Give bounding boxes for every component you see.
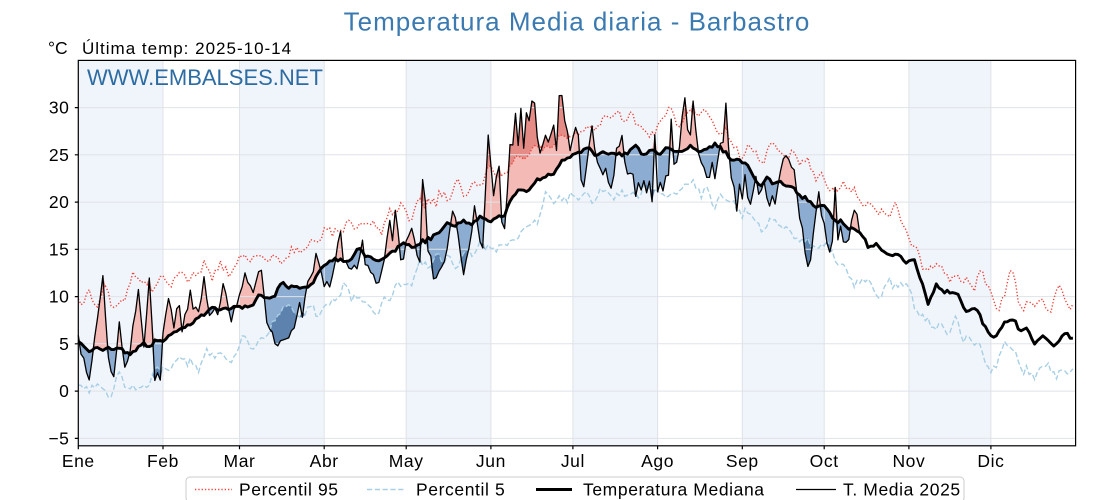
svg-text:WWW.EMBALSES.NET: WWW.EMBALSES.NET [87, 65, 323, 90]
svg-text:Sep: Sep [726, 451, 759, 471]
svg-text:Dic: Dic [977, 451, 1004, 471]
svg-text:Nov: Nov [892, 451, 925, 471]
svg-text:Feb: Feb [147, 451, 179, 471]
svg-text:Ene: Ene [62, 451, 95, 471]
svg-text:Jun: Jun [476, 451, 506, 471]
svg-text:15: 15 [49, 239, 70, 259]
svg-text:25: 25 [49, 145, 70, 165]
svg-text:T. Media 2025: T. Media 2025 [843, 480, 961, 500]
svg-text:Temperatura Mediana: Temperatura Mediana [583, 480, 765, 500]
svg-text:0: 0 [59, 381, 69, 401]
svg-text:Última temp: 2025-10-14: Última temp: 2025-10-14 [82, 39, 292, 58]
svg-text:Percentil 5: Percentil 5 [416, 480, 505, 500]
svg-text:Mar: Mar [224, 451, 256, 471]
svg-text:Temperatura Media diaria - Bar: Temperatura Media diaria - Barbastro [344, 7, 811, 37]
svg-text:20: 20 [49, 192, 70, 212]
svg-text:10: 10 [49, 287, 70, 307]
svg-text:5: 5 [59, 334, 69, 354]
svg-text:Ago: Ago [641, 451, 674, 471]
svg-text:Abr: Abr [310, 451, 339, 471]
svg-text:30: 30 [49, 98, 70, 118]
svg-text:−5: −5 [48, 428, 69, 448]
svg-text:Jul: Jul [561, 451, 585, 471]
svg-text:Oct: Oct [810, 451, 839, 471]
svg-text:Percentil 95: Percentil 95 [239, 480, 339, 500]
svg-text:°C: °C [48, 38, 68, 58]
svg-text:May: May [389, 451, 424, 471]
